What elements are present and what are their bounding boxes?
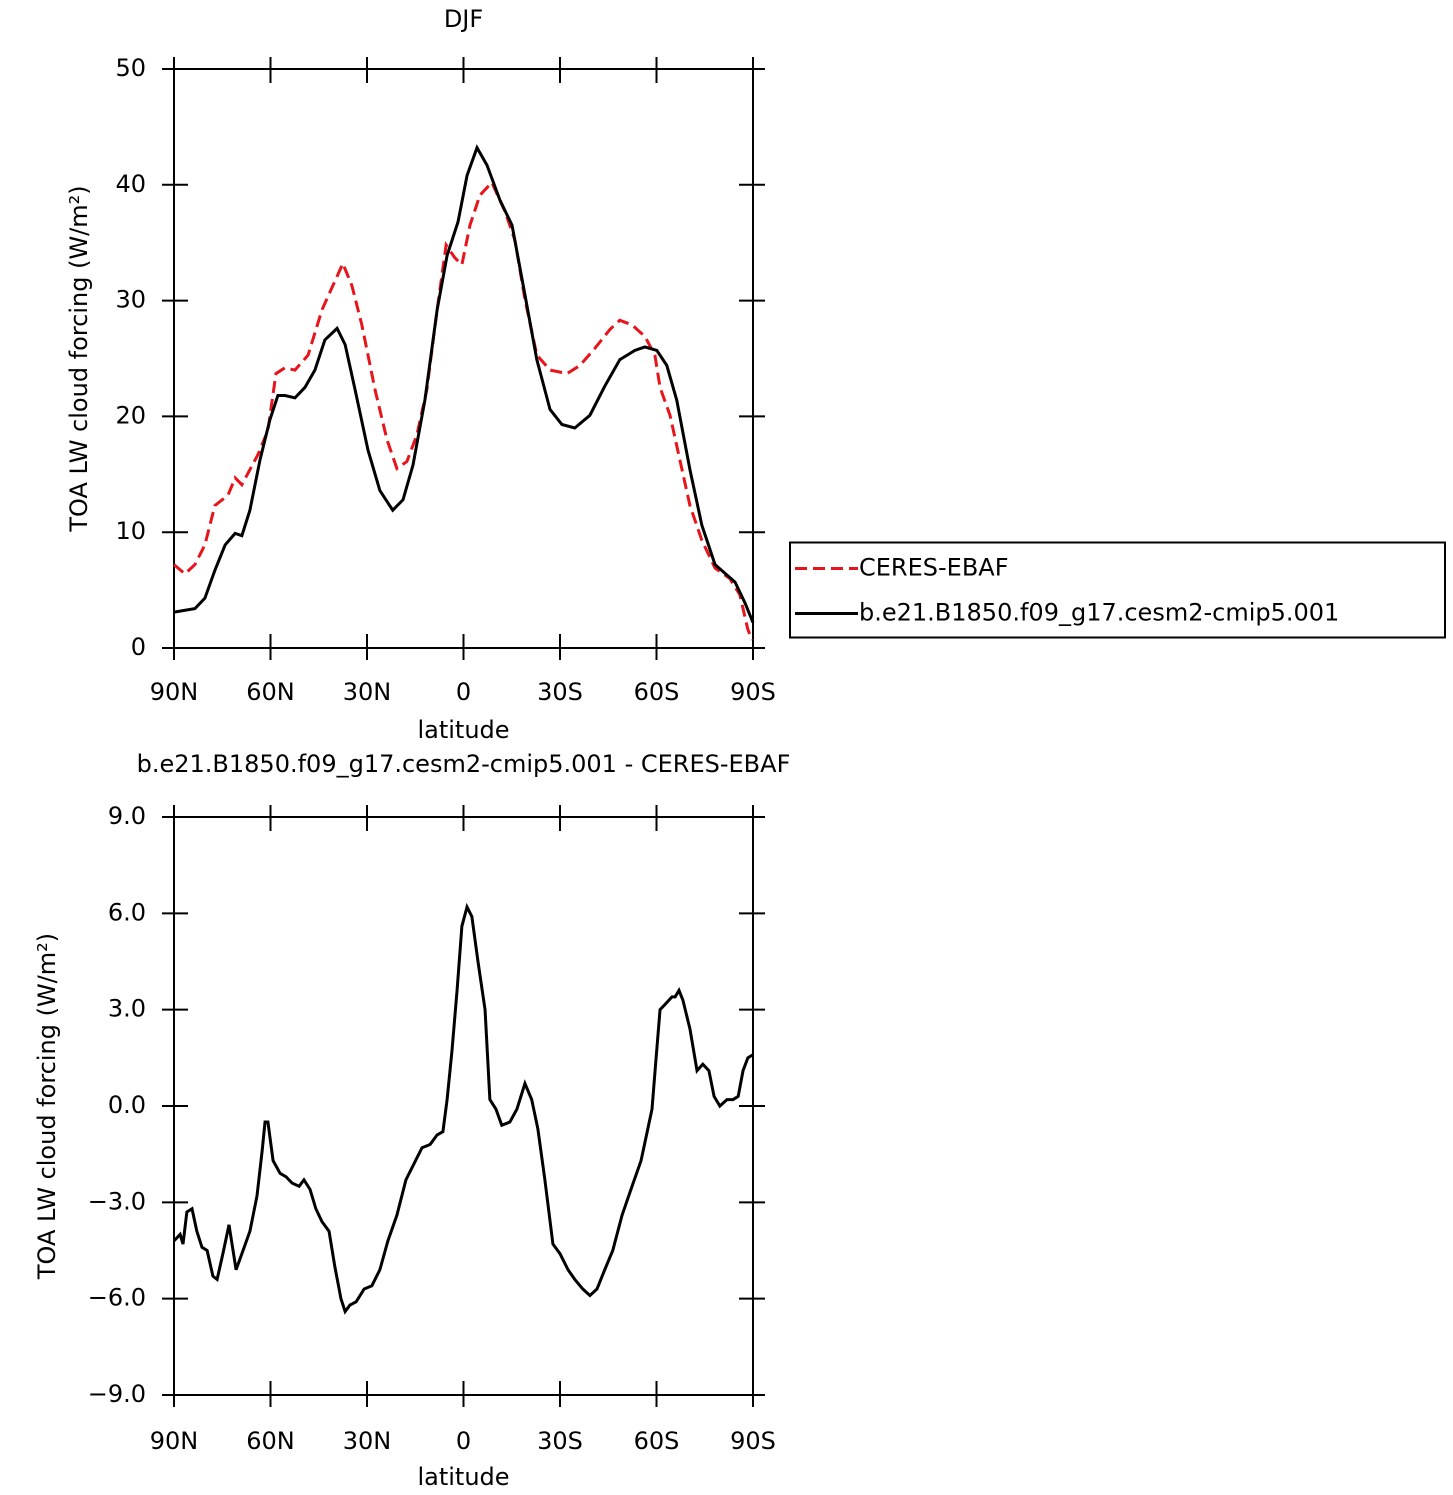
y-tick-label: −9.0: [88, 1380, 146, 1408]
y-axis-label: TOA LW cloud forcing (W/m²): [65, 185, 93, 532]
y-axis-label: TOA LW cloud forcing (W/m²): [33, 933, 61, 1280]
x-tick-label: 60S: [634, 678, 680, 706]
x-axis-label: latitude: [417, 1463, 509, 1491]
x-axis-label: latitude: [417, 716, 509, 744]
y-tick-label: 0.0: [108, 1091, 146, 1119]
x-tick-label: 30N: [343, 678, 392, 706]
y-tick-label: 3.0: [108, 995, 146, 1023]
data-line: [173, 179, 754, 641]
x-tick-label: 60N: [246, 1427, 295, 1455]
y-tick-label: 30: [115, 286, 146, 314]
x-tick-label: 30S: [537, 678, 583, 706]
x-tick-label: 30N: [343, 1427, 392, 1455]
plot-frame: [173, 816, 754, 1396]
x-tick-label: 30S: [537, 1427, 583, 1455]
y-tick-label: 9.0: [108, 802, 146, 830]
y-tick-label: 6.0: [108, 898, 146, 926]
legend-box: [789, 541, 1446, 639]
legend-label: b.e21.B1850.f09_g17.cesm2-cmip5.001: [859, 599, 1339, 627]
y-tick-label: 10: [115, 517, 146, 545]
x-tick-label: 90S: [730, 678, 776, 706]
y-tick-label: 40: [115, 170, 146, 198]
x-tick-label: 90S: [730, 1427, 776, 1455]
x-tick-label: 90N: [150, 678, 199, 706]
y-tick-label: 20: [115, 401, 146, 429]
x-tick-label: 60S: [634, 1427, 680, 1455]
x-tick-label: 0: [456, 1427, 471, 1455]
chart-title: b.e21.B1850.f09_g17.cesm2-cmip5.001 - CE…: [137, 750, 791, 778]
x-tick-label: 0: [456, 678, 471, 706]
data-line: [172, 902, 754, 1315]
x-tick-label: 90N: [150, 1427, 199, 1455]
y-tick-label: −6.0: [88, 1284, 146, 1312]
chart-title: DJF: [444, 5, 483, 33]
x-tick-label: 60N: [246, 678, 295, 706]
legend-label: CERES-EBAF: [859, 554, 1009, 582]
y-tick-label: 0: [131, 633, 146, 661]
data-line: [173, 144, 755, 624]
plot-frame: [173, 68, 754, 649]
y-tick-label: 50: [115, 54, 146, 82]
y-tick-label: −3.0: [88, 1187, 146, 1215]
